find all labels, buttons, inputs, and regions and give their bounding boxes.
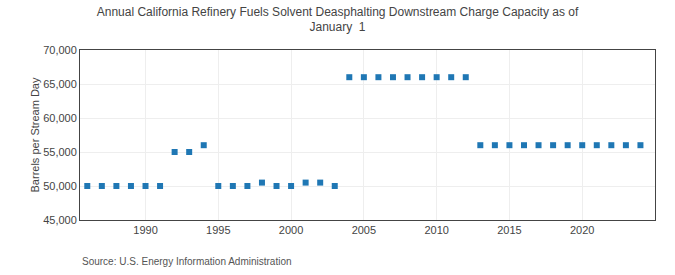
svg-text:65,000: 65,000 — [43, 78, 77, 90]
svg-text:Source: U.S. Energy Informatio: Source: U.S. Energy Information Administ… — [82, 256, 292, 267]
svg-text:1990: 1990 — [133, 224, 157, 236]
svg-text:2005: 2005 — [352, 224, 376, 236]
svg-text:55,000: 55,000 — [43, 146, 77, 158]
svg-text:50,000: 50,000 — [43, 180, 77, 192]
svg-text:70,000: 70,000 — [43, 44, 77, 56]
svg-text:45,000: 45,000 — [43, 214, 77, 226]
svg-text:1995: 1995 — [206, 224, 230, 236]
svg-text:2010: 2010 — [424, 224, 448, 236]
svg-text:Barrels per Stream Day: Barrels per Stream Day — [29, 77, 41, 192]
svg-text:2000: 2000 — [279, 224, 303, 236]
svg-text:Annual California Refinery Fue: Annual California Refinery Fuels Solvent… — [97, 5, 579, 35]
svg-text:2020: 2020 — [570, 224, 594, 236]
svg-text:2015: 2015 — [497, 224, 521, 236]
svg-text:60,000: 60,000 — [43, 112, 77, 124]
